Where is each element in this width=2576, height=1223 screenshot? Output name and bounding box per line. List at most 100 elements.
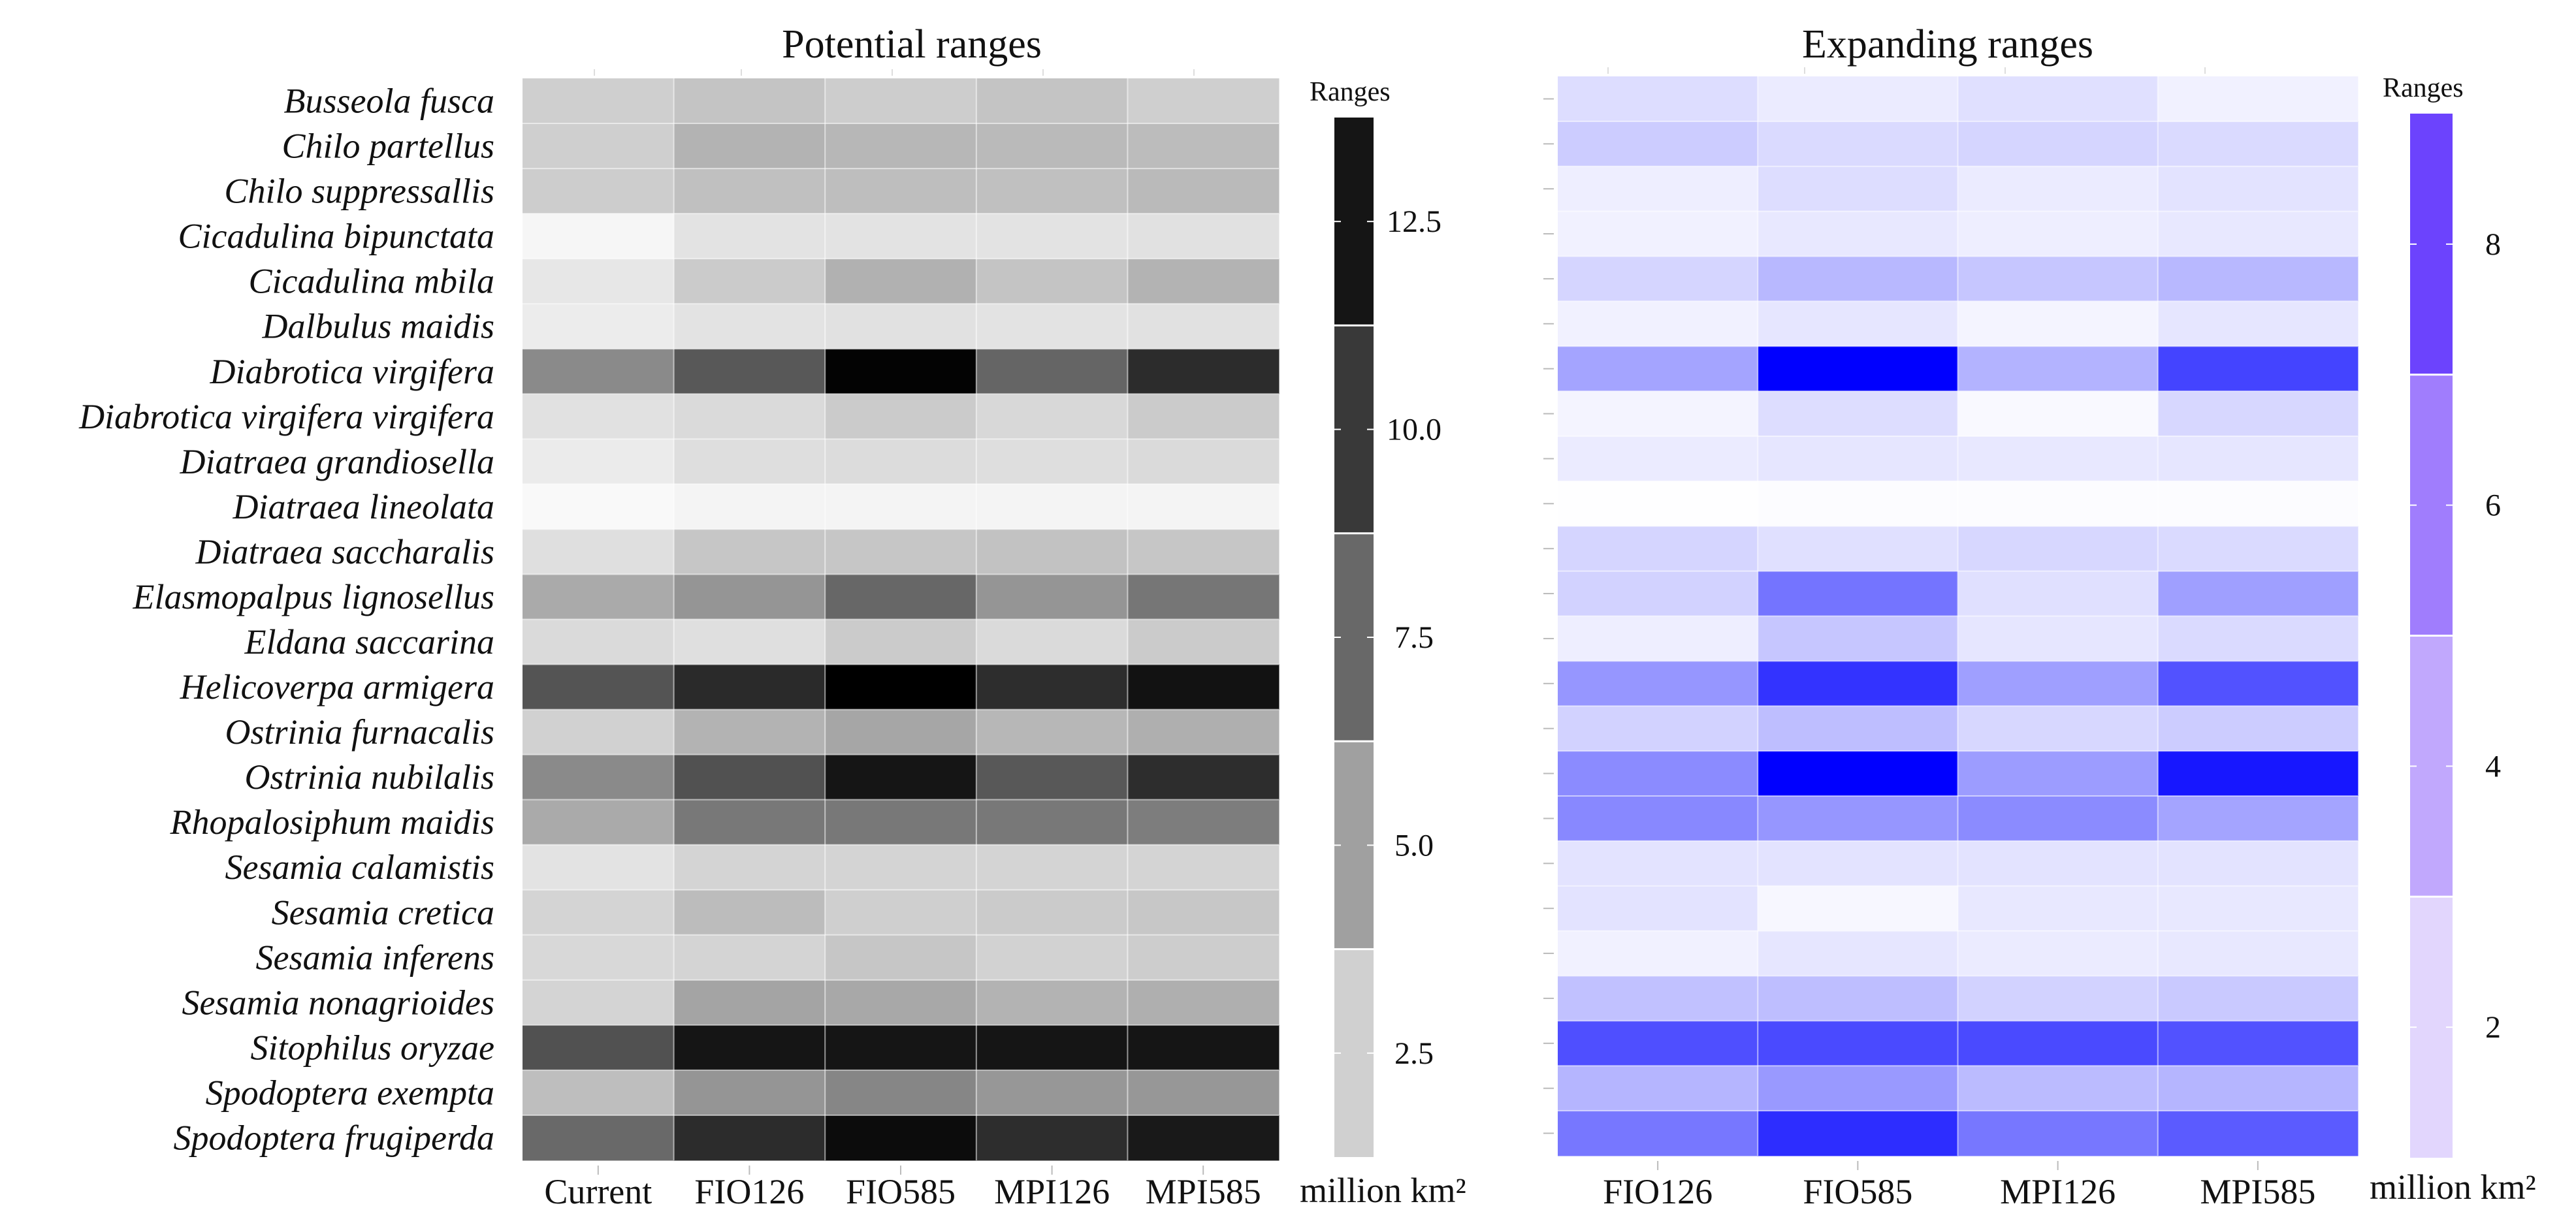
heatmap-cell: [673, 1115, 826, 1161]
heatmap-cell: [1558, 481, 1758, 527]
heatmap-cell: [1758, 301, 1958, 347]
species-labels: Busseola fusca Chilo partellus Chilo suppr…: [78, 82, 494, 1158]
heatmap-cell: [1127, 979, 1280, 1026]
row-label: Diatraea saccharalis: [195, 532, 494, 571]
heatmap-cell: [976, 214, 1128, 259]
heatmap-cell: [1758, 885, 1958, 932]
heatmap-cell: [2157, 1111, 2359, 1156]
heatmap-cell: [1758, 796, 1958, 842]
heatmap-cell: [1127, 889, 1280, 936]
colorbar-unit-label: million km²: [2370, 1167, 2536, 1207]
heatmap-cell: [1558, 1021, 1758, 1066]
heatmap-cell: [2157, 346, 2359, 392]
heatmap-cell: [1558, 1066, 1758, 1111]
colorbar-tick-label: 2: [2485, 1010, 2501, 1045]
heatmap-cell: [1957, 796, 2159, 842]
heatmap-cell: [825, 1070, 977, 1116]
heatmap-cell: [673, 1070, 826, 1116]
heatmap-cell: [1957, 76, 2159, 122]
expanding-colorbar: Ranges million km² 2 4 6 8: [2370, 73, 2536, 1207]
heatmap-cell: [976, 1024, 1128, 1071]
heatmap-cell: [2157, 661, 2359, 707]
heatmap-cell: [976, 78, 1128, 124]
heatmap-cell: [523, 754, 675, 801]
row-tick-marks: [1543, 98, 1554, 1134]
colorbar-tick-label: 2.5: [1394, 1036, 1434, 1071]
heatmap-cell: [1127, 1115, 1280, 1161]
heatmap-cell: [1558, 616, 1758, 661]
heatmap-cell: [1127, 259, 1280, 304]
heatmap-cell: [1127, 934, 1280, 981]
heatmap-cell: [825, 304, 977, 349]
heatmap-cell: [1127, 529, 1280, 575]
heatmap-cell: [523, 214, 675, 259]
heatmap-cell: [1957, 391, 2159, 437]
heatmap-cell: [523, 619, 675, 665]
heatmap-cell: [976, 1115, 1128, 1161]
heatmap-cell: [1758, 166, 1958, 212]
heatmap-cell: [825, 754, 977, 801]
heatmap-cell: [825, 799, 977, 846]
heatmap-cell: [523, 304, 675, 349]
column-label: MPI126: [2000, 1172, 2116, 1211]
heatmap-cell: [976, 574, 1128, 620]
heatmap-cell: [825, 168, 977, 214]
heatmap-cell: [1957, 436, 2159, 482]
heatmap-cell: [523, 664, 675, 710]
heatmap-cell: [976, 754, 1128, 801]
heatmap-cell: [1127, 168, 1280, 214]
potential-heatmap-cells: [523, 78, 1280, 1161]
heatmap-cell: [1127, 574, 1280, 620]
heatmap-cell: [673, 619, 826, 665]
heatmap-cell: [1957, 976, 2159, 1021]
row-label: Helicoverpa armigera: [180, 667, 494, 707]
heatmap-cell: [1758, 571, 1958, 617]
heatmap-cell: [673, 889, 826, 936]
heatmap-cell: [673, 664, 826, 710]
heatmap-cell: [825, 664, 977, 710]
heatmap-cell: [1758, 121, 1958, 167]
heatmap-cell: [673, 304, 826, 349]
heatmap-cell: [1558, 211, 1758, 257]
colorbar-segment: [2410, 635, 2453, 897]
heatmap-cell: [1558, 661, 1758, 707]
row-label: Cicadulina bipunctata: [178, 217, 494, 256]
heatmap-cell: [1127, 484, 1280, 530]
column-label: FIO585: [846, 1172, 956, 1211]
heatmap-cell: [1957, 571, 2159, 617]
heatmap-cell: [1558, 256, 1758, 302]
heatmap-cell: [825, 619, 977, 665]
heatmap-cell: [673, 484, 826, 530]
heatmap-cell: [673, 123, 826, 169]
chart-title: Expanding ranges: [1802, 22, 2093, 67]
colorbar-tick-label: 5.0: [1394, 828, 1434, 863]
heatmap-cell: [1558, 346, 1758, 392]
heatmap-cell: [1127, 619, 1280, 665]
row-label: Rhopalosiphum maidis: [169, 802, 494, 842]
heatmap-cell: [1758, 481, 1958, 527]
row-label: Sesamia cretica: [272, 893, 494, 932]
heatmap-cell: [825, 574, 977, 620]
heatmap-cell: [976, 529, 1128, 575]
heatmap-cell: [1957, 346, 2159, 392]
heatmap-cell: [825, 123, 977, 169]
heatmap-cell: [2157, 616, 2359, 661]
heatmap-cell: [1127, 439, 1280, 484]
heatmap-cell: [1127, 349, 1280, 394]
heatmap-cell: [523, 934, 675, 981]
heatmap-cell: [523, 709, 675, 755]
heatmap-cell: [673, 709, 826, 755]
row-label: Sesamia nonagrioides: [182, 983, 495, 1022]
heatmap-cell: [1758, 616, 1958, 661]
heatmap-cell: [976, 979, 1128, 1026]
row-label: Sitophilus oryzae: [251, 1028, 495, 1067]
heatmap-cell: [2157, 840, 2359, 887]
heatmap-cell: [976, 1070, 1128, 1116]
colorbar-tick-label: 6: [2485, 488, 2501, 523]
heatmap-cell: [825, 484, 977, 530]
heatmap-cell: [825, 709, 977, 755]
heatmap-cell: [1558, 796, 1758, 842]
heatmap-cell: [1127, 1024, 1280, 1071]
heatmap-cell: [825, 259, 977, 304]
heatmap-cell: [1558, 76, 1758, 122]
